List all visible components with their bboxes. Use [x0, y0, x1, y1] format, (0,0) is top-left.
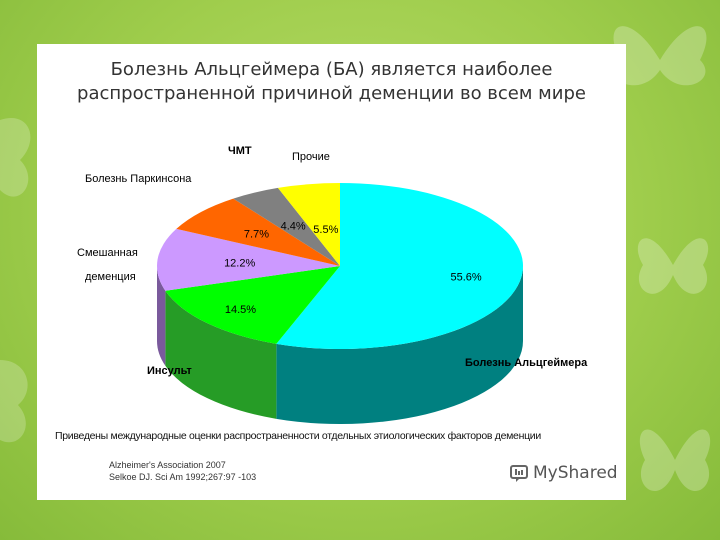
butterfly-icon — [639, 429, 711, 492]
slice-0 — [276, 183, 524, 349]
myshared-logo-icon — [510, 465, 528, 482]
reference-2: Selkoe DJ. Sci Am 1992;267:97 -103 — [109, 472, 257, 482]
butterfly-icon — [0, 118, 31, 197]
slice-3 — [176, 198, 340, 266]
slice-4 — [233, 187, 340, 266]
butterfly-icon — [613, 26, 707, 86]
category-label-mixed-line-1: Смешанная — [77, 247, 138, 259]
slice-1 — [165, 266, 340, 344]
butterfly-icon — [637, 238, 709, 294]
slide: Болезнь Альцгеймера (БА) является наибол… — [37, 44, 626, 500]
slice-1-value-label: 14.5% — [225, 304, 256, 316]
slice-2 — [157, 228, 340, 291]
slide-title: Болезнь Альцгеймера (БА) является наибол… — [37, 58, 626, 106]
butterfly-icon — [0, 360, 28, 443]
slice-4-value-label: 4.4% — [281, 221, 306, 233]
myshared-brand: MyShared — [533, 463, 618, 483]
category-label-mixed-line-2: деменция — [85, 271, 136, 283]
slice-3-value-label: 7.7% — [244, 229, 269, 241]
category-label-alzheimer: Болезнь Альцгеймера — [465, 357, 588, 369]
pie-chart: 55.6% 14.5% 12.2% 7.7% 4.4% 5.5% ЧМТ Прочие Б… — [77, 145, 588, 424]
slice-2-value-label: 12.2% — [224, 257, 255, 269]
slice-5-value-label: 5.5% — [313, 224, 338, 236]
slide-title-line-2: распространенной причиной деменции во вс… — [77, 83, 586, 104]
slide-title-line-1: Болезнь Альцгеймера (БА) является наибол… — [110, 59, 553, 80]
slice-0-value-label: 55.6% — [450, 271, 481, 283]
slice-2-side — [157, 266, 166, 366]
slice-5 — [277, 183, 340, 266]
myshared-watermark[interactable]: MyShared — [509, 461, 618, 485]
slice-1-side — [165, 290, 277, 419]
category-label-tbi: ЧМТ — [228, 145, 252, 157]
reference-1: Alzheimer's Association 2007 — [109, 460, 226, 470]
category-label-parkinson: Болезнь Паркинсона — [85, 173, 192, 185]
slice-0-side — [276, 266, 523, 424]
category-label-stroke: Инсульт — [147, 365, 192, 377]
footnote: Приведены международные оценки распростр… — [55, 430, 541, 442]
category-label-other: Прочие — [292, 151, 330, 163]
